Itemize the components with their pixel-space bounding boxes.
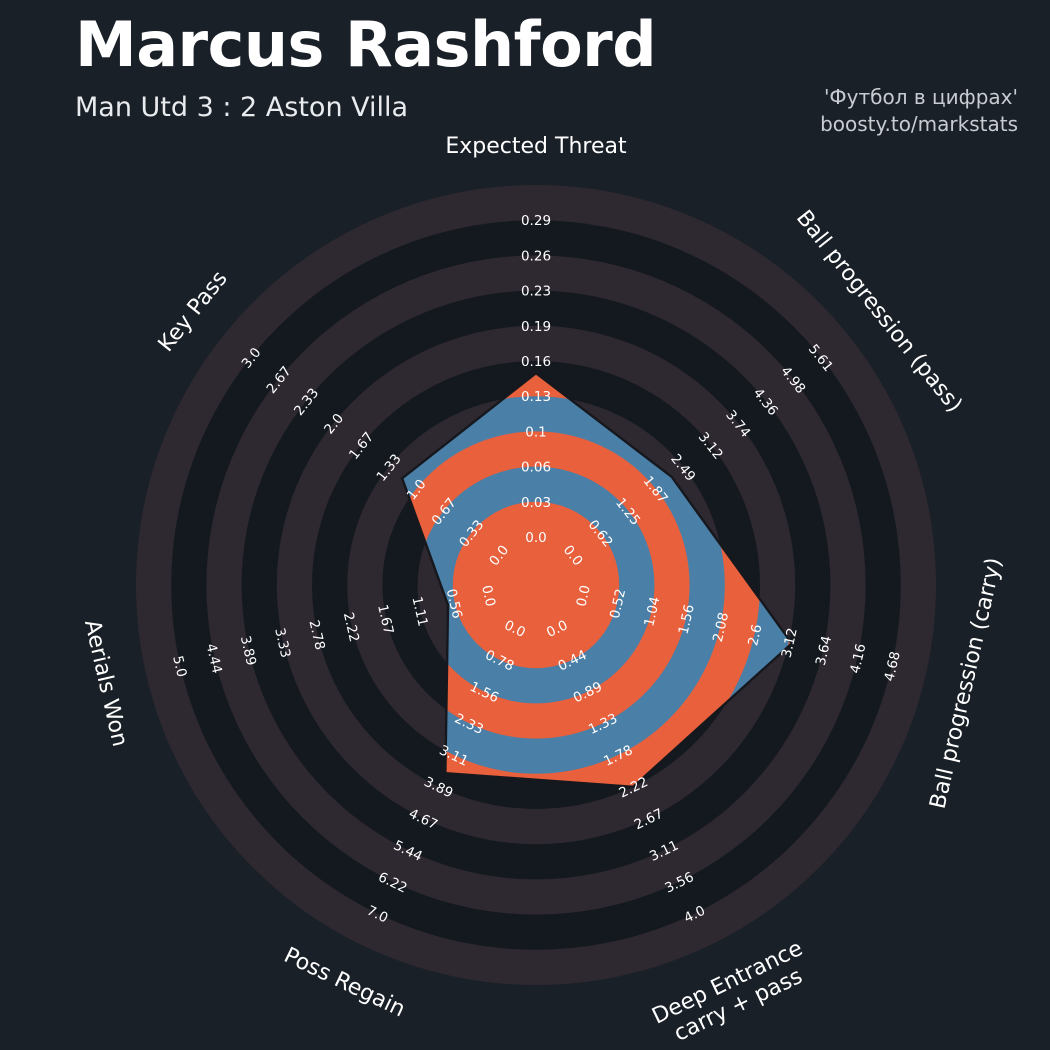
tick-label: 4.16 <box>847 642 869 675</box>
tick-label: 4.68 <box>881 650 903 683</box>
axis-ticks: 0.0 0.56 1.11 1.67 2.22 2.78 3.33 3.89 4.44 5.0 <box>169 584 498 679</box>
tick-label: 0.13 <box>521 389 551 405</box>
tick-label: 0.0 <box>525 530 546 546</box>
tick-label: 0.06 <box>521 460 551 476</box>
tick-label: 0.29 <box>521 213 551 229</box>
center-hub <box>488 537 584 633</box>
tick-label: 1.67 <box>374 603 396 636</box>
credit-line-2: boosty.to/markstats <box>820 112 1018 136</box>
tick-label: 1.11 <box>408 595 430 628</box>
tick-label: 0.52 <box>607 587 629 620</box>
tick-label: 2.6 <box>745 623 765 648</box>
tick-label: 3.89 <box>237 634 259 667</box>
axis-ticks: 0.0 0.03 0.06 0.1 0.13 0.16 0.19 0.23 0.26 0.29 <box>521 213 551 546</box>
tick-label: 3.33 <box>271 626 293 659</box>
page-title: Marcus Rashford <box>75 8 657 81</box>
tick-label: 0.03 <box>521 495 551 511</box>
axis-label-line: Ball progression (carry) <box>926 555 1008 811</box>
axis-label: Ball progression (carry) <box>926 555 1008 811</box>
axis-label-line: Aerials Won <box>79 617 132 749</box>
tick-label: 0.1 <box>525 424 546 440</box>
credit-block: 'Футбол в цифрах' boosty.to/markstats <box>820 84 1018 138</box>
tick-label: 0.0 <box>574 584 594 609</box>
tick-label: 3.64 <box>813 634 835 667</box>
tick-label: 0.23 <box>521 284 551 300</box>
match-subtitle: Man Utd 3 : 2 Aston Villa <box>75 92 409 123</box>
data-polygon-outline <box>400 371 794 789</box>
axis-label: Expected Threat <box>445 134 627 159</box>
tick-label: 2.08 <box>710 611 732 644</box>
axis-label: Aerials Won <box>79 617 132 749</box>
tick-label: 1.04 <box>641 595 663 628</box>
tick-label: 2.78 <box>306 619 328 652</box>
axis-ticks: 0.0 0.52 1.04 1.56 2.08 2.6 3.12 3.64 4.16 4.68 <box>574 584 904 683</box>
tick-label: 0.56 <box>443 587 465 620</box>
tick-label: 5.0 <box>169 654 189 679</box>
tick-label: 0.16 <box>521 354 551 370</box>
tick-label: 4.44 <box>203 642 225 675</box>
tick-label: 0.0 <box>478 584 498 609</box>
tick-label: 1.56 <box>676 603 698 636</box>
credit-line-1: 'Футбол в цифрах' <box>823 85 1018 109</box>
tick-label: 0.19 <box>521 319 551 335</box>
tick-label: 0.26 <box>521 248 551 264</box>
tick-label: 2.22 <box>340 611 362 644</box>
axis-label-line: Expected Threat <box>445 134 627 159</box>
tick-label: 3.12 <box>779 626 801 659</box>
